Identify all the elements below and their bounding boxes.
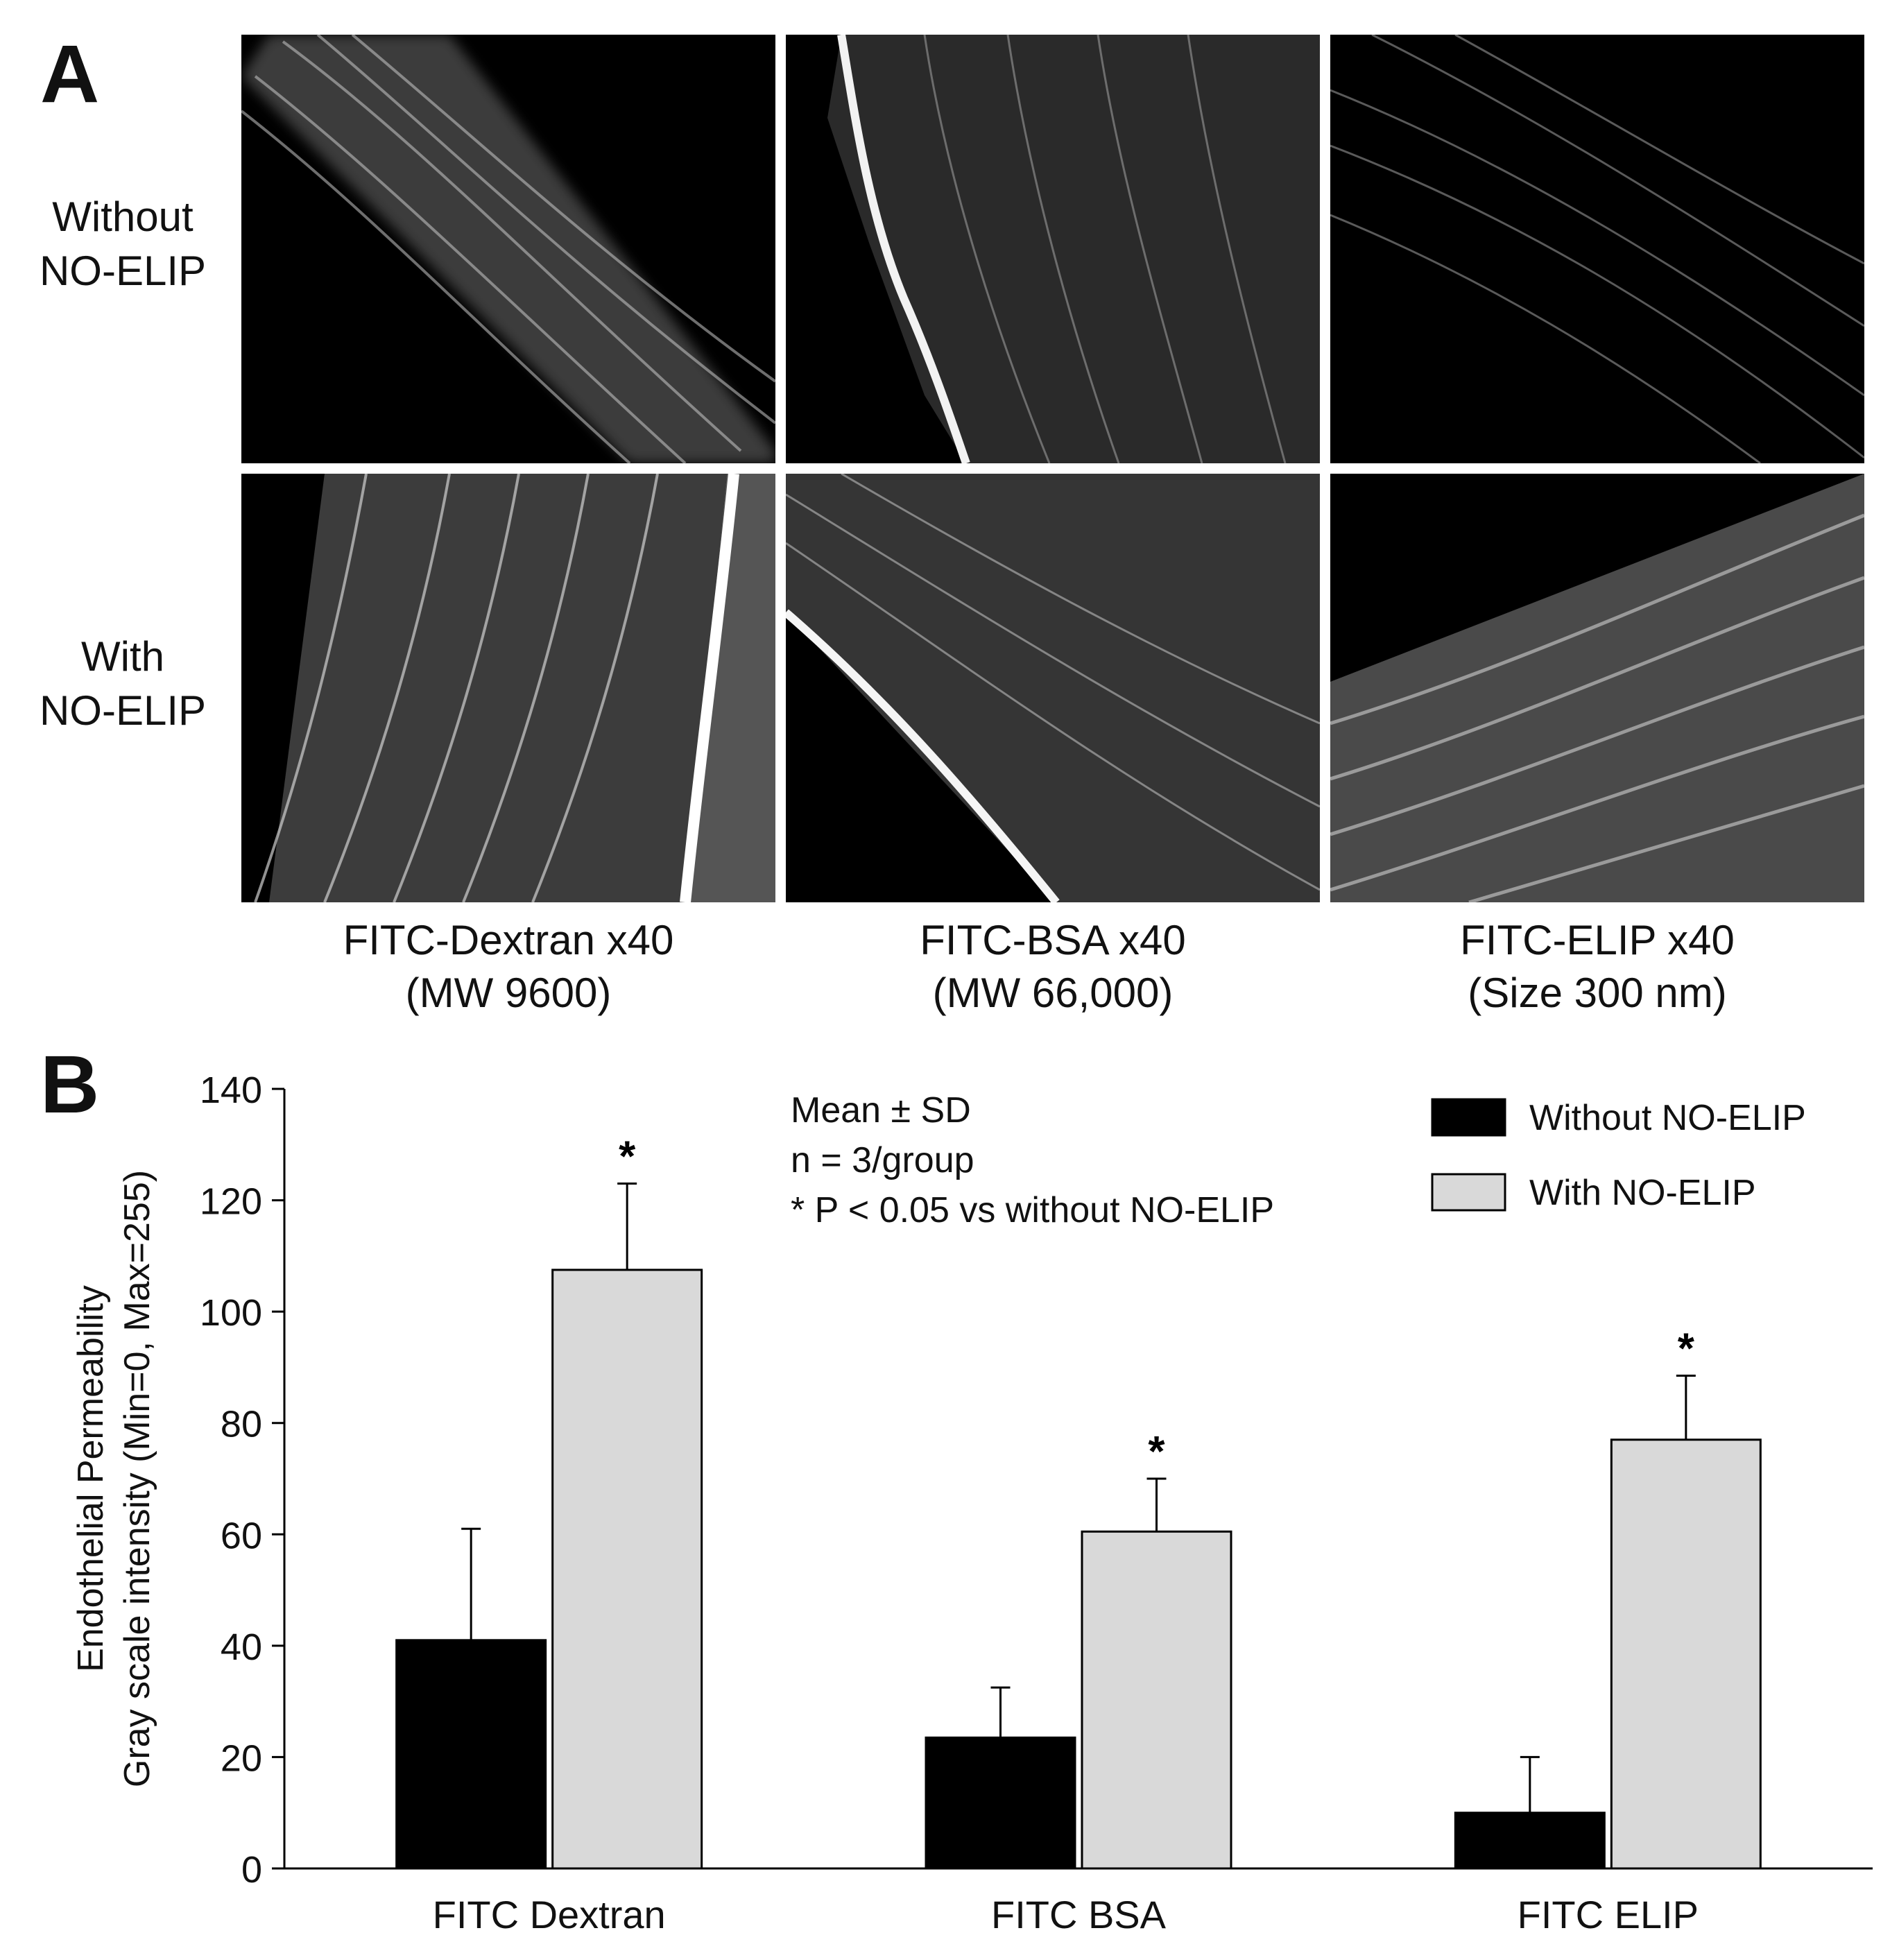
column-label-bsa: FITC-BSA x40 (MW 66,000) (786, 914, 1320, 1020)
row-label-line: With (81, 633, 164, 680)
bar-with-2 (1610, 1438, 1762, 1870)
row-label-without-no-elip: Without NO-ELIP (19, 190, 227, 298)
y-tick-label: 140 (200, 1069, 262, 1111)
significance-star: * (1148, 1428, 1165, 1476)
chart-bars (395, 1182, 1762, 1870)
stats-note-line: Mean ± SD (791, 1090, 971, 1131)
y-tick-label: 20 (221, 1737, 262, 1779)
column-label-line: FITC-Dextran x40 (343, 917, 674, 963)
y-tick-label: 0 (241, 1849, 262, 1891)
micrograph-dextran-without (241, 35, 775, 463)
row-label-line: NO-ELIP (39, 248, 207, 294)
legend-swatch-1 (1431, 1173, 1506, 1212)
column-label-line: FITC-ELIP x40 (1460, 917, 1735, 963)
y-axis-title-line1: Endothelial Permeability (71, 1285, 111, 1672)
column-label-line: (Size 300 nm) (1468, 970, 1727, 1016)
y-tick-label: 40 (221, 1626, 262, 1668)
row-label-line: Without (52, 194, 194, 240)
column-label-dextran: FITC-Dextran x40 (MW 9600) (241, 914, 775, 1020)
panel-a-letter: A (40, 28, 100, 120)
chart-labels: 0 20 40 60 80 100 120 140 Endothelial Permeabili… (71, 1069, 1806, 1936)
significance-star: * (619, 1133, 636, 1180)
stats-note-line: n = 3/group (791, 1140, 974, 1180)
x-category-label: FITC Dextran (433, 1893, 666, 1936)
bar-without-1 (925, 1736, 1076, 1870)
micrograph-dextran-with (241, 474, 775, 902)
bar-without-2 (1454, 1812, 1606, 1870)
panel-b-letter: B (40, 1039, 100, 1131)
legend-label-1: With NO-ELIP (1529, 1173, 1756, 1213)
chart-axes (272, 1088, 1873, 1870)
bar-with-0 (551, 1269, 703, 1870)
micrograph-bsa-without (786, 35, 1320, 463)
legend-swatch-0 (1431, 1098, 1506, 1137)
stats-note-line: * P < 0.05 vs without NO-ELIP (791, 1190, 1274, 1230)
bar-with-1 (1081, 1530, 1232, 1870)
legend-label-0: Without NO-ELIP (1529, 1098, 1806, 1138)
column-label-line: (MW 9600) (405, 970, 612, 1016)
x-category-label: FITC BSA (991, 1893, 1167, 1936)
column-label-elip: FITC-ELIP x40 (Size 300 nm) (1330, 914, 1864, 1020)
y-tick-label: 100 (200, 1292, 262, 1334)
y-tick-label: 120 (200, 1181, 262, 1223)
bar-chart: 0 20 40 60 80 100 120 140 Endothelial Permeabili… (71, 1069, 1873, 1936)
y-tick-label: 80 (221, 1404, 262, 1445)
y-tick-label: 60 (221, 1515, 262, 1556)
significance-star: * (1678, 1325, 1695, 1373)
y-axis-title-line2: Gray scale intensity (Min=0, Max=255) (117, 1170, 157, 1787)
bar-without-0 (395, 1639, 547, 1870)
column-label-line: (MW 66,000) (932, 970, 1174, 1016)
row-label-with-no-elip: With NO-ELIP (19, 630, 227, 738)
micrograph-elip-with (1330, 474, 1864, 902)
row-label-line: NO-ELIP (39, 687, 207, 734)
micrograph-elip-without (1330, 35, 1864, 463)
micrograph-bsa-with (786, 474, 1320, 902)
x-category-label: FITC ELIP (1518, 1893, 1699, 1936)
column-label-line: FITC-BSA x40 (920, 917, 1186, 963)
